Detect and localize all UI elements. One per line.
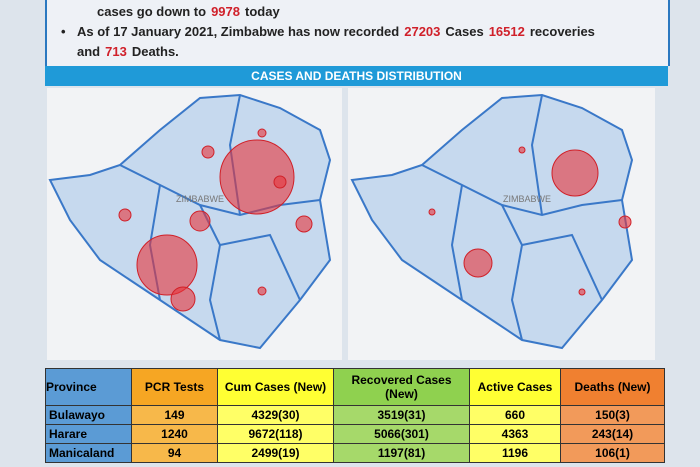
header-cell: Recovered Cases (New) [333, 368, 470, 406]
bullet-text: cases go down to [97, 4, 207, 19]
header-cell: PCR Tests [131, 368, 218, 406]
header-cell: Province [45, 368, 132, 406]
table-cell: 149 [131, 405, 218, 425]
table-cell: 4363 [469, 424, 561, 444]
header-row: Province PCR Tests Cum Cases (New) Recovere… [45, 368, 665, 406]
table-cell: 2499(19) [217, 443, 334, 463]
case-bubble [170, 286, 196, 312]
map: ZIMBABWE [350, 93, 634, 350]
death-bubble [551, 149, 599, 197]
table-cell: 3519(31) [333, 405, 470, 425]
province-border [450, 184, 463, 301]
table-cell: 5066(301) [333, 424, 470, 444]
table-cell: 94 [131, 443, 218, 463]
table-row: Bulawayo 149 4329(30) 3519(31) 660 150(3) [45, 405, 665, 425]
map-label: ZIMBABWE [503, 194, 551, 204]
table-cell: Harare [45, 424, 132, 444]
bullet-text: recoveries and [77, 24, 595, 59]
case-bubble [118, 208, 132, 222]
bullet-text: 713 [105, 44, 127, 59]
bullet-text: 27203 [404, 24, 441, 39]
death-bubble [578, 288, 586, 296]
section-title: CASES AND DEATHS DISTRIBUTION [45, 66, 668, 86]
table-cell: 243(14) [560, 424, 665, 444]
death-bubble [618, 215, 632, 229]
table-cell: 1196 [469, 443, 561, 463]
province-border [521, 233, 603, 301]
table-cell: 4329(30) [217, 405, 334, 425]
death-bubble [463, 248, 493, 278]
province-border [219, 233, 301, 301]
province-border [501, 204, 524, 341]
bullet-text: 9978 [211, 4, 240, 19]
bullet: cases go down to 9978 today [97, 2, 657, 22]
bullet-text: Cases [445, 24, 484, 39]
case-bubble [136, 234, 198, 296]
table-cell: 1197(81) [333, 443, 470, 463]
province-table: Province PCR Tests Cum Cases (New) Recovere… [45, 368, 665, 463]
case-bubble [295, 215, 313, 233]
table-cell: 660 [469, 405, 561, 425]
table-cell: Manicaland [45, 443, 132, 463]
death-bubble [518, 146, 526, 154]
province-border [119, 164, 321, 217]
table-cell: 150(3) [560, 405, 665, 425]
bullet-text: As of 17 January 2021, Zimbabwe has now … [77, 24, 400, 39]
bullet-text: today [245, 4, 280, 19]
table-row: Harare 1240 9672(118) 5066(301) 4363 243(14) [45, 424, 665, 444]
case-bubble [201, 145, 215, 159]
bullet-text: 16512 [488, 24, 525, 39]
table-row: Manicaland 94 2499(19) 1197(81) 1196 106(1) [45, 443, 665, 463]
header-cell: Deaths (New) [560, 368, 665, 406]
case-bubble [273, 175, 287, 189]
province-border [530, 94, 543, 216]
header-cell: Cum Cases (New) [217, 368, 334, 406]
case-bubble [257, 128, 267, 138]
death-bubble [428, 208, 436, 216]
case-bubble [219, 139, 295, 215]
map: ZIMBABWE [48, 93, 332, 350]
case-bubble [257, 286, 267, 296]
map-label: ZIMBABWE [176, 194, 224, 204]
table-cell: 9672(118) [217, 424, 334, 444]
table-cell: 106(1) [560, 443, 665, 463]
maps: ZIMBABWE ZIMBABWE [47, 88, 655, 360]
bullet-text: Deaths. [131, 44, 179, 59]
bullet: As of 17 January 2021, Zimbabwe has now … [61, 22, 637, 62]
header-cell: Active Cases [469, 368, 561, 406]
table-cell: Bulawayo [45, 405, 132, 425]
summary-box: cases go down to 9978 today As of 17 Janua… [45, 0, 670, 66]
province-border [199, 204, 222, 341]
table-cell: 1240 [131, 424, 218, 444]
case-bubble [189, 210, 211, 232]
province-border [421, 164, 623, 217]
